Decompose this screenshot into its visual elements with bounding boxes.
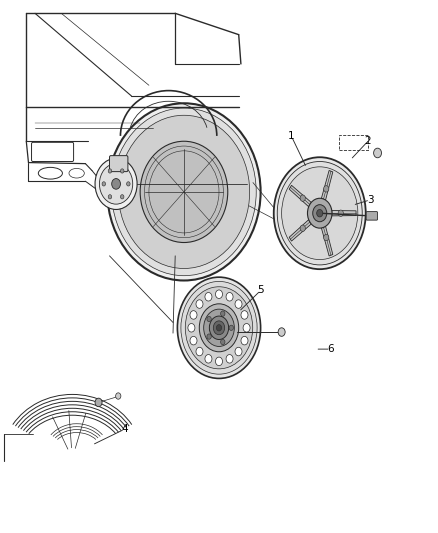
Text: 2: 2 xyxy=(364,136,371,146)
Circle shape xyxy=(108,169,112,173)
Circle shape xyxy=(99,164,133,204)
Circle shape xyxy=(207,317,211,322)
Circle shape xyxy=(274,157,366,269)
Circle shape xyxy=(120,169,124,173)
Circle shape xyxy=(102,182,106,186)
Circle shape xyxy=(112,179,120,189)
Circle shape xyxy=(324,185,329,192)
Circle shape xyxy=(190,311,197,319)
Ellipse shape xyxy=(118,115,250,269)
Circle shape xyxy=(216,325,222,331)
Circle shape xyxy=(127,182,130,186)
Circle shape xyxy=(221,340,225,345)
Circle shape xyxy=(235,300,242,308)
Circle shape xyxy=(300,225,305,231)
Text: 6: 6 xyxy=(327,344,334,354)
Circle shape xyxy=(241,336,248,345)
Circle shape xyxy=(205,293,212,301)
Circle shape xyxy=(313,205,327,222)
Circle shape xyxy=(196,348,203,356)
Circle shape xyxy=(226,354,233,363)
Text: 5: 5 xyxy=(257,286,264,295)
Circle shape xyxy=(207,334,211,339)
Ellipse shape xyxy=(140,141,228,243)
Circle shape xyxy=(307,198,332,228)
Circle shape xyxy=(205,354,212,363)
Ellipse shape xyxy=(107,103,261,280)
Circle shape xyxy=(177,277,261,378)
Text: 1: 1 xyxy=(288,131,295,141)
Circle shape xyxy=(120,195,124,199)
Circle shape xyxy=(221,311,225,316)
Circle shape xyxy=(374,148,381,158)
Circle shape xyxy=(95,158,137,209)
Circle shape xyxy=(277,161,362,265)
Polygon shape xyxy=(321,171,333,200)
Text: 4: 4 xyxy=(121,424,128,434)
Circle shape xyxy=(317,209,323,217)
Text: 3: 3 xyxy=(367,195,374,205)
Polygon shape xyxy=(289,185,311,207)
Ellipse shape xyxy=(112,108,256,276)
Polygon shape xyxy=(289,220,311,241)
Circle shape xyxy=(95,398,102,407)
Circle shape xyxy=(324,235,329,241)
Circle shape xyxy=(181,281,257,374)
Polygon shape xyxy=(332,211,356,216)
Circle shape xyxy=(241,311,248,319)
Circle shape xyxy=(300,195,305,201)
Circle shape xyxy=(215,357,223,366)
Circle shape xyxy=(204,309,234,346)
Circle shape xyxy=(235,348,242,356)
Circle shape xyxy=(190,336,197,345)
Circle shape xyxy=(278,328,285,336)
Circle shape xyxy=(196,300,203,308)
Circle shape xyxy=(243,324,250,332)
Circle shape xyxy=(209,316,229,340)
Circle shape xyxy=(338,210,343,216)
Circle shape xyxy=(226,293,233,301)
Polygon shape xyxy=(321,227,333,256)
Circle shape xyxy=(215,290,223,298)
FancyBboxPatch shape xyxy=(110,156,128,172)
Circle shape xyxy=(229,325,233,330)
Circle shape xyxy=(213,321,225,335)
Circle shape xyxy=(108,195,112,199)
Circle shape xyxy=(116,393,121,399)
Circle shape xyxy=(185,287,253,369)
Circle shape xyxy=(282,167,358,260)
Circle shape xyxy=(199,304,239,352)
FancyBboxPatch shape xyxy=(366,212,378,220)
Circle shape xyxy=(188,324,195,332)
